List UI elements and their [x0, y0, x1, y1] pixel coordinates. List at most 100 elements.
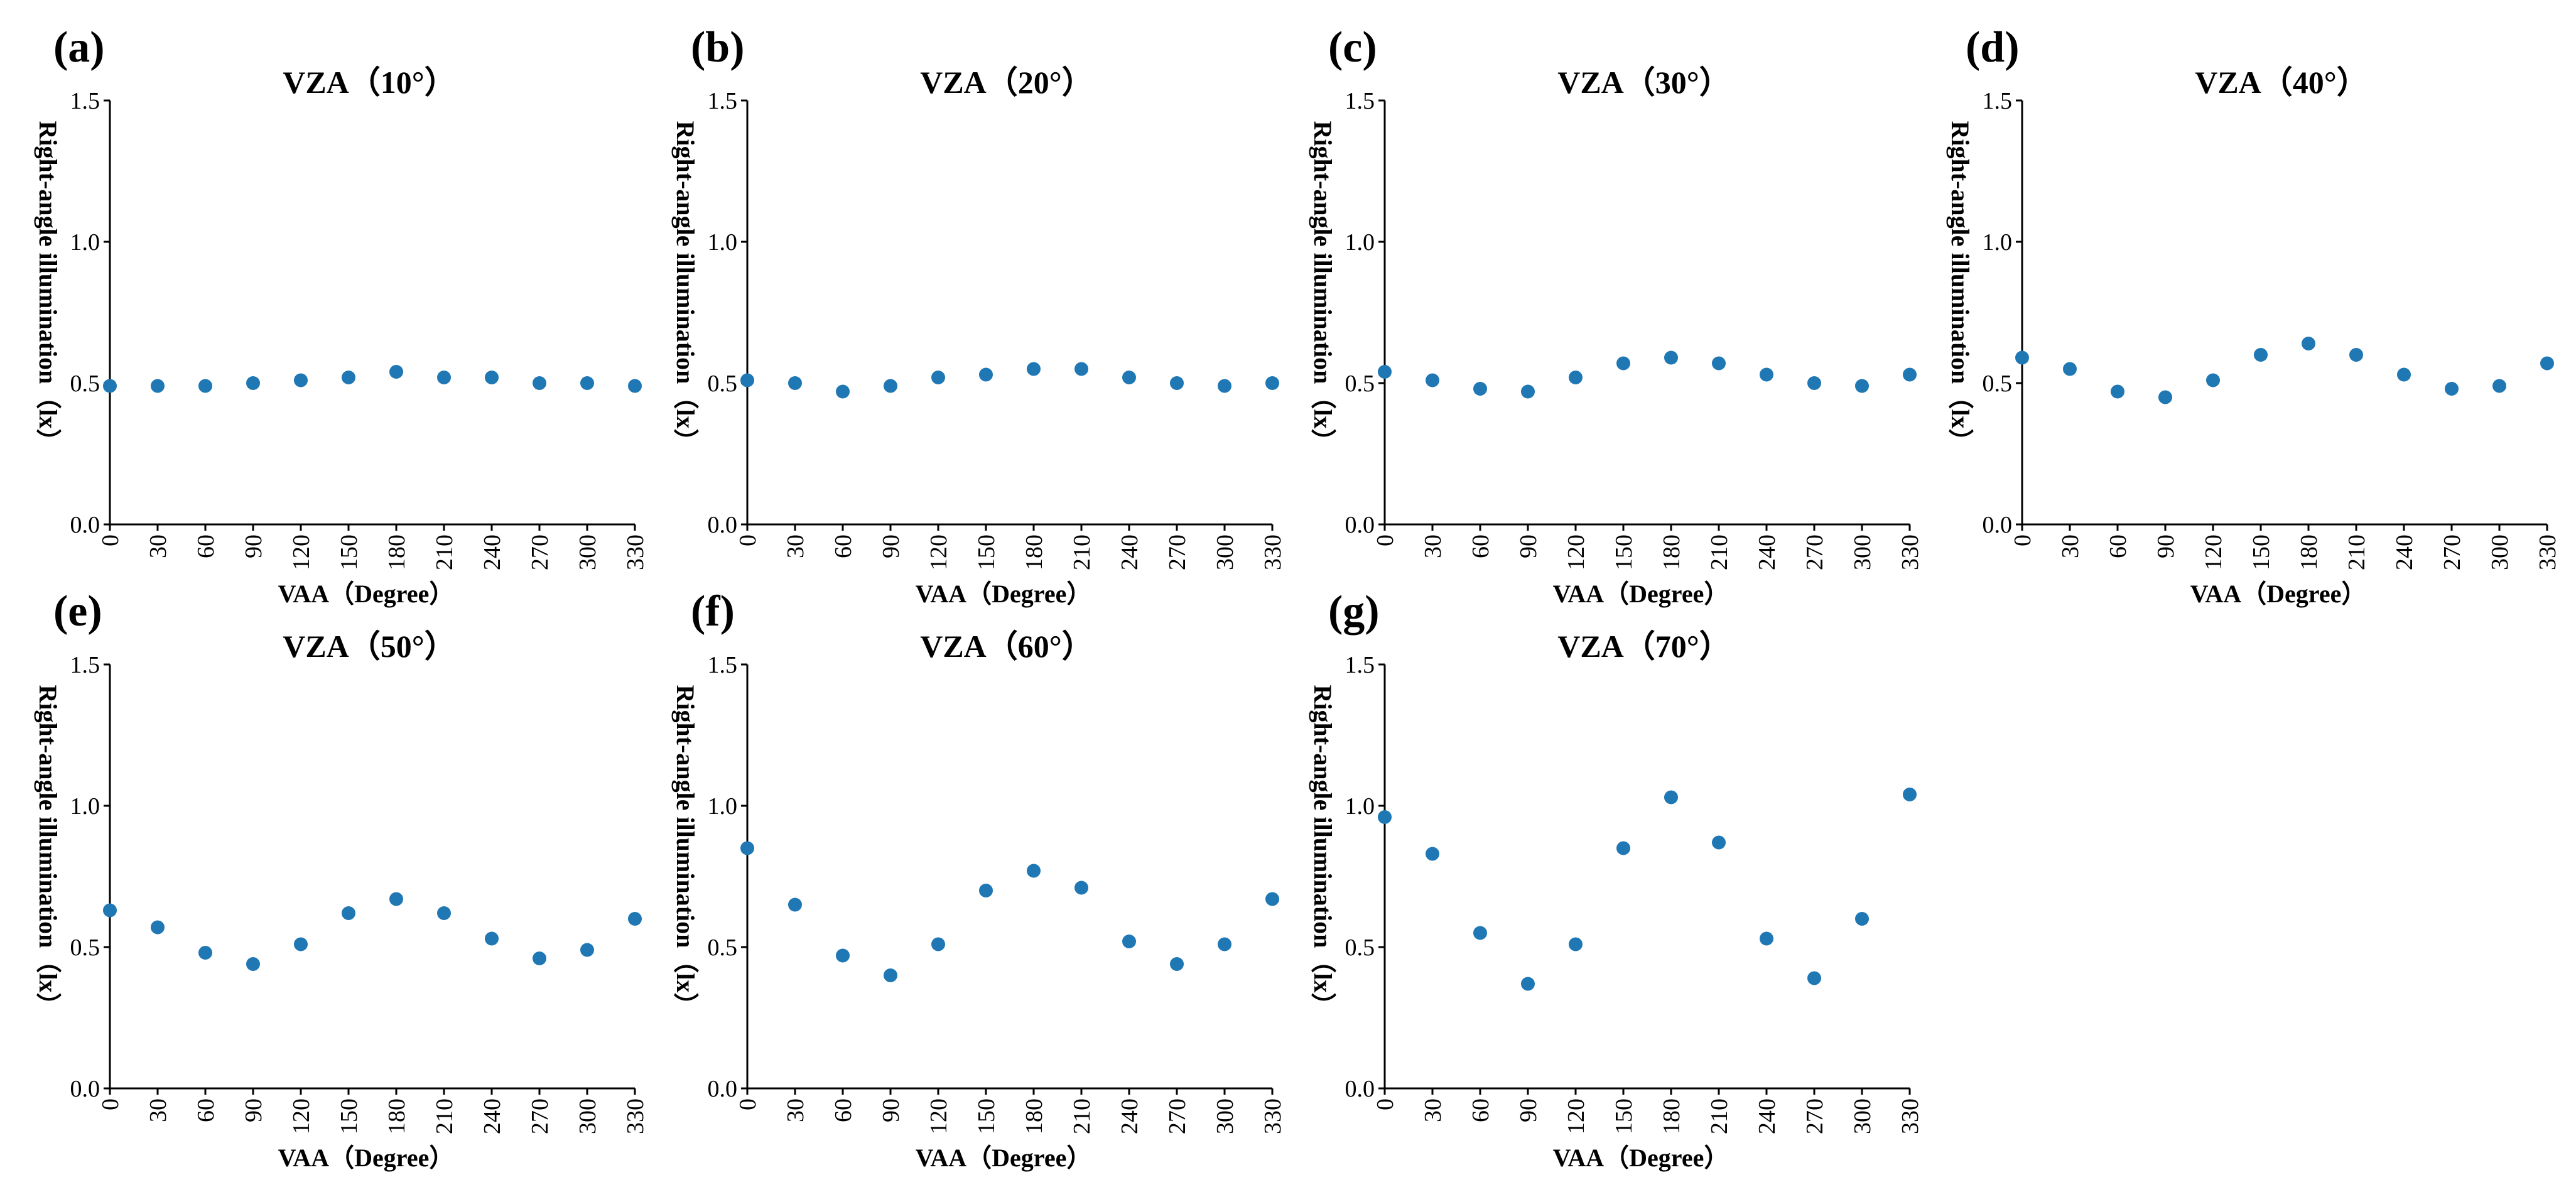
data-point: [342, 906, 355, 920]
x-tick-label: 270: [527, 534, 553, 570]
data-point: [580, 943, 594, 957]
panel-d: (d) VZA（40°） 0.0 0.5 1.0 1.5 0 30 60 90 120 150 180 2…: [1946, 23, 2561, 608]
y-tick-label: 1.0: [1345, 229, 1375, 256]
data-point: [836, 948, 850, 963]
panel-label: (e): [53, 587, 102, 636]
data-point: [1903, 367, 1917, 382]
chart-title: VZA（50°）: [283, 629, 456, 664]
x-tick-label: 120: [926, 534, 952, 570]
x-tick-label: 90: [2153, 534, 2179, 558]
data-point: [788, 376, 802, 390]
x-axis-label: VAA（Degree）: [278, 580, 455, 608]
data-point: [1265, 376, 1279, 390]
data-point: [979, 367, 993, 382]
data-point: [1473, 382, 1487, 396]
data-point: [740, 373, 754, 388]
chart-title: VZA（60°）: [920, 629, 1093, 664]
x-tick-label: 150: [1611, 534, 1637, 570]
y-tick-label: 0.0: [1345, 512, 1375, 538]
data-point: [979, 884, 993, 897]
data-point: [2206, 373, 2220, 388]
x-tick-label: 270: [1164, 534, 1191, 570]
x-tick-label: 120: [288, 1098, 315, 1134]
data-point: [1760, 931, 1773, 946]
data-point: [246, 957, 260, 971]
x-tick-label: 60: [1468, 534, 1494, 558]
x-tick-label: 60: [830, 1098, 857, 1122]
data-point: [1807, 971, 1821, 985]
data-point: [2254, 348, 2268, 362]
data-point: [2063, 362, 2077, 376]
x-tick-label: 240: [479, 1098, 506, 1134]
panel-f: (f) VZA（60°） 0.0 0.5 1.0 1.5 0 30 60 90 120 150 180 2…: [671, 587, 1286, 1172]
panel-label: (d): [1966, 23, 2020, 72]
x-tick-label: 60: [1468, 1098, 1494, 1122]
data-point: [1027, 362, 1041, 376]
x-tick-label: 30: [2057, 534, 2084, 558]
data-point: [1760, 367, 1773, 382]
data-point: [1473, 926, 1487, 940]
data-point: [198, 946, 212, 960]
data-point: [198, 379, 212, 393]
data-point: [1855, 912, 1869, 926]
data-point: [1027, 864, 1041, 878]
x-tick-label: 30: [145, 1098, 171, 1122]
chart-title: VZA（20°）: [920, 65, 1093, 100]
x-tick-label: 30: [1420, 534, 1446, 558]
x-tick-label: 330: [622, 1098, 649, 1134]
y-tick-label: 1.0: [708, 229, 738, 256]
x-tick-label: 240: [2391, 534, 2418, 570]
y-tick-label: 1.0: [1983, 229, 2013, 256]
y-axis-label: Right-angle illumination（lx）: [671, 121, 700, 453]
data-point: [2540, 356, 2554, 371]
data-point: [1170, 376, 1184, 390]
x-tick-label: 120: [288, 534, 315, 570]
panel-c: (c) VZA（30°） 0.0 0.5 1.0 1.5 0 30 60 90 120 150 180 2…: [1309, 23, 1924, 608]
chart-title: VZA（30°）: [1557, 65, 1731, 100]
data-point: [1569, 937, 1583, 951]
x-tick-label: 180: [384, 534, 410, 570]
x-tick-label: 180: [384, 1098, 410, 1134]
y-tick-label: 1.0: [70, 793, 100, 820]
x-tick-label: 270: [1802, 1098, 1828, 1134]
x-tick-label: 180: [1021, 534, 1047, 570]
data-point: [2445, 382, 2459, 396]
data-point: [2397, 367, 2411, 382]
data-point: [2015, 350, 2029, 365]
panel-label: (g): [1328, 587, 1380, 636]
x-tick-label: 300: [1849, 1098, 1876, 1134]
panel-g: (g) VZA（70°） 0.0 0.5 1.0 1.5 0 30 60 90 120 150 180 2…: [1309, 587, 1924, 1172]
data-point: [1170, 957, 1184, 971]
panel-label: (f): [691, 587, 735, 636]
data-point: [2302, 337, 2315, 350]
x-tick-label: 210: [431, 1098, 458, 1134]
y-tick-label: 1.0: [70, 229, 100, 256]
x-tick-label: 150: [336, 1098, 362, 1134]
data-point: [931, 371, 945, 384]
data-point: [1378, 365, 1392, 379]
x-tick-label: 300: [575, 534, 601, 570]
data-point: [103, 379, 117, 393]
data-point: [1074, 362, 1088, 376]
data-point: [1569, 371, 1583, 384]
data-point: [884, 379, 897, 393]
x-tick-label: 120: [1563, 534, 1589, 570]
y-tick-label: 0.5: [70, 371, 100, 397]
x-axis-label: VAA（Degree）: [916, 580, 1092, 608]
panel-e: (e) VZA（50°） 0.0 0.5 1.0 1.5 0 30 60 90 120 150 180 2…: [34, 587, 649, 1172]
y-axis-label: Right-angle illumination（lx）: [671, 685, 700, 1017]
x-axis-label: VAA（Degree）: [1553, 1144, 1729, 1172]
data-point: [389, 892, 403, 906]
data-point: [2492, 379, 2506, 393]
data-point: [931, 937, 945, 951]
x-tick-label: 0: [1372, 534, 1399, 546]
data-point: [485, 371, 499, 384]
x-tick-label: 210: [1706, 1098, 1733, 1134]
data-point: [437, 906, 451, 920]
x-tick-label: 210: [2344, 534, 2370, 570]
data-point: [1664, 350, 1678, 365]
x-tick-label: 300: [575, 1098, 601, 1134]
y-axis-label: Right-angle illumination（lx）: [34, 685, 62, 1017]
data-point: [1265, 892, 1279, 906]
data-point: [294, 937, 308, 951]
